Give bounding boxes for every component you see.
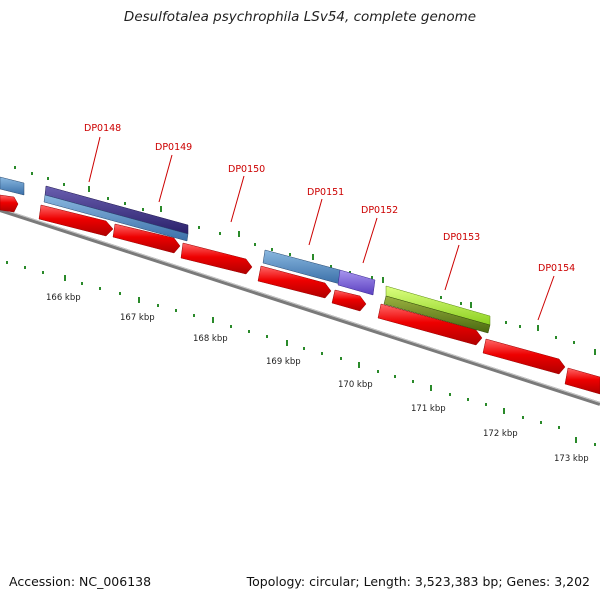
cds-arrow[interactable] [377,303,483,346]
gene-label[interactable]: DP0153 [443,232,480,243]
tick-label: 167 kbp [120,313,155,323]
cds-arrow[interactable] [180,242,253,275]
cds-arrow[interactable] [38,204,114,237]
tick-label: 170 kbp [338,380,373,390]
kbp-labels: 166 kbp 167 kbp 168 kbp 169 kbp 170 kbp … [46,293,589,464]
tick-label: 168 kbp [193,334,228,344]
feature-bar-blue[interactable] [43,194,189,242]
gene-label[interactable]: DP0148 [84,123,121,134]
inner-tick-track [6,261,596,446]
outer-tick-track [14,166,596,355]
gene-label[interactable]: DP0154 [538,263,575,274]
genome-backbone [0,208,600,406]
gene-label[interactable]: DP0150 [228,164,265,175]
cds-arrow[interactable] [331,289,367,312]
feature-row [0,176,491,334]
gene-leader-lines [88,136,555,321]
gene-label[interactable]: DP0149 [155,142,192,153]
gene-label[interactable]: DP0151 [307,187,344,198]
cds-arrow[interactable] [0,194,19,213]
cds-arrow[interactable] [112,223,181,254]
genome-backbone-highlight [0,208,600,403]
tick-label: 172 kbp [483,429,518,439]
cds-arrow[interactable] [482,338,566,375]
genome-title: Desulfotalea psychrophila LSv54, complet… [123,9,477,25]
genome-summary-text: Topology: circular; Length: 3,523,383 bp… [246,574,590,589]
feature-bar-olive[interactable] [383,295,491,334]
cds-arrow[interactable] [257,265,332,299]
gene-label[interactable]: DP0152 [361,205,398,216]
cds-row [0,194,600,395]
cds-arrow[interactable] [564,367,600,395]
accession-text: Accession: NC_006138 [9,574,152,589]
feature-bar-violet[interactable] [337,269,376,296]
tick-label: 166 kbp [46,293,81,303]
gene-labels: DP0148 DP0149 DP0150 DP0151 DP0152 DP015… [84,123,575,274]
feature-bar-blue[interactable] [0,176,25,196]
tick-label: 169 kbp [266,357,301,367]
tick-label: 171 kbp [411,404,446,414]
tick-label: 173 kbp [554,454,589,464]
